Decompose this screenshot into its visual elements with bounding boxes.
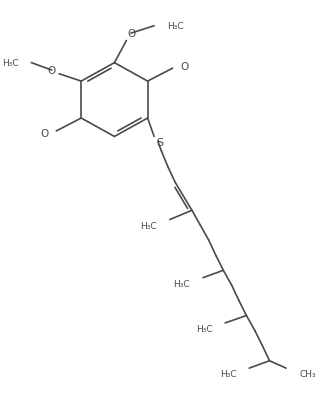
Text: O: O bbox=[48, 66, 56, 76]
Text: H₃C: H₃C bbox=[220, 369, 236, 378]
Text: O: O bbox=[127, 29, 135, 39]
Text: O: O bbox=[41, 128, 49, 139]
Text: H₃C: H₃C bbox=[2, 59, 18, 68]
Text: H₃C: H₃C bbox=[140, 221, 157, 230]
Text: S: S bbox=[156, 138, 163, 148]
Text: H₃C: H₃C bbox=[196, 324, 212, 333]
Text: H₃C: H₃C bbox=[167, 22, 184, 31]
Text: O: O bbox=[180, 62, 188, 72]
Text: H₃C: H₃C bbox=[173, 279, 190, 288]
Text: CH₃: CH₃ bbox=[299, 369, 316, 378]
